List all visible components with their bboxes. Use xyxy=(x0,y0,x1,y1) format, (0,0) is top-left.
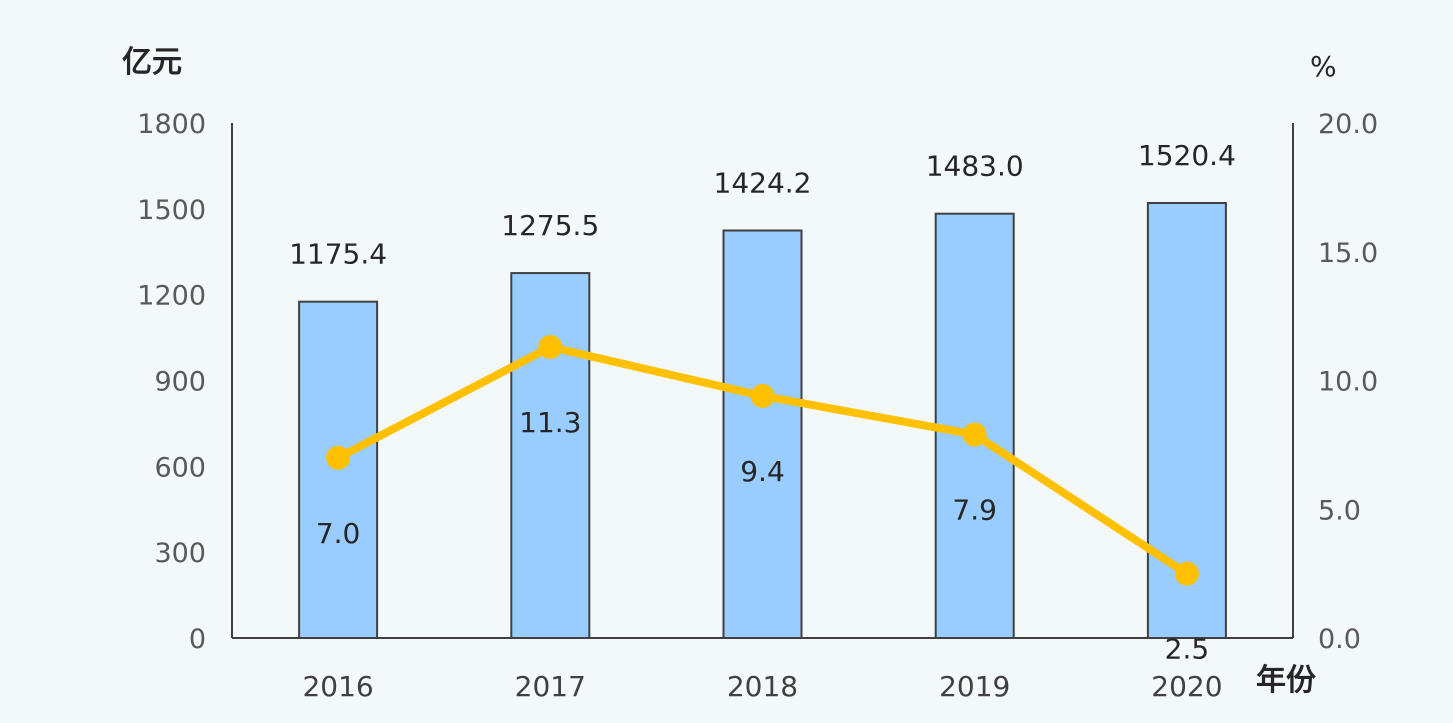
line-value-labels: 7.0 11.3 9.4 7.9 2.5 xyxy=(316,406,1209,666)
left-tick-label: 600 xyxy=(154,452,206,483)
bar-value-label: 1175.4 xyxy=(289,238,387,271)
x-tick-label: 2017 xyxy=(515,670,586,703)
bar-series xyxy=(298,201,1227,639)
line-point xyxy=(326,445,351,470)
left-axis-ticks: 0 300 600 900 1200 1500 1800 xyxy=(137,109,206,655)
left-tick-label: 1500 xyxy=(137,195,206,226)
right-axis-ticks: 0.0 5.0 10.0 15.0 20.0 xyxy=(1318,109,1378,655)
x-tick-label: 2020 xyxy=(1151,670,1222,703)
bar xyxy=(510,272,591,639)
x-tick-label: 2019 xyxy=(939,670,1010,703)
line-value-label: 2.5 xyxy=(1165,633,1210,666)
axes xyxy=(231,123,1294,639)
left-tick-label: 900 xyxy=(154,367,206,398)
right-tick-label: 0.0 xyxy=(1318,624,1361,655)
line-series xyxy=(326,335,1199,586)
bar-value-label: 1483.0 xyxy=(926,150,1024,183)
x-axis-title: 年份 xyxy=(1256,663,1316,698)
right-tick-label: 5.0 xyxy=(1318,495,1361,526)
line-value-label: 9.4 xyxy=(740,455,785,488)
bar xyxy=(298,300,379,639)
left-tick-label: 300 xyxy=(154,538,206,569)
bar-value-label: 1520.4 xyxy=(1138,139,1236,172)
bar xyxy=(722,229,803,639)
x-tick-label: 2016 xyxy=(302,670,373,703)
left-tick-label: 1800 xyxy=(137,109,206,140)
line-point xyxy=(962,422,987,447)
right-axis-unit: % xyxy=(1310,50,1337,83)
left-tick-label: 1200 xyxy=(137,281,206,312)
line-point xyxy=(750,383,775,408)
left-axis-unit: 亿元 xyxy=(122,45,182,80)
line-value-label: 7.9 xyxy=(952,494,997,527)
right-tick-label: 10.0 xyxy=(1318,367,1378,398)
x-axis-ticks: 2016 2017 2018 2019 2020 xyxy=(302,670,1222,703)
line-value-label: 11.3 xyxy=(519,406,581,439)
right-tick-label: 15.0 xyxy=(1318,238,1378,269)
bar-value-label: 1275.5 xyxy=(501,209,599,242)
line-point xyxy=(538,335,563,360)
x-tick-label: 2018 xyxy=(727,670,798,703)
bar-value-label: 1424.2 xyxy=(714,167,812,200)
bar-value-labels: 1175.4 1275.5 1424.2 1483.0 1520.4 xyxy=(289,139,1236,271)
line-point xyxy=(1174,561,1199,586)
left-tick-label: 0 xyxy=(189,624,206,655)
line-value-label: 7.0 xyxy=(316,517,361,550)
right-tick-label: 20.0 xyxy=(1318,109,1378,140)
